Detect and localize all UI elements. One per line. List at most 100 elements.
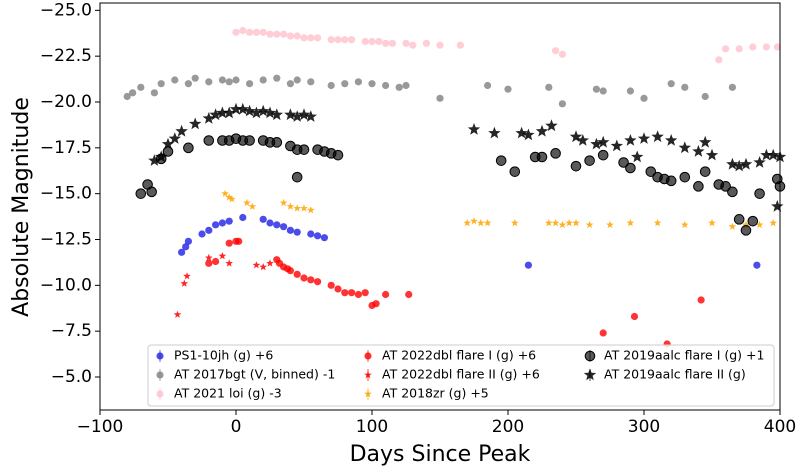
point: [123, 92, 131, 101]
point: [667, 80, 675, 88]
y-tick-label: −12.5: [40, 230, 92, 250]
point: [304, 110, 317, 122]
point: [773, 43, 781, 51]
point: [484, 81, 492, 90]
y-tick-label: −17.5: [40, 138, 92, 158]
point: [239, 213, 247, 222]
point: [599, 329, 607, 337]
point: [535, 124, 549, 137]
point: [545, 119, 558, 132]
point: [171, 76, 179, 84]
point: [228, 195, 236, 203]
point: [550, 148, 561, 159]
y-tick-label: −15.0: [40, 184, 92, 204]
point: [382, 81, 390, 90]
point: [293, 228, 301, 236]
point: [259, 28, 267, 36]
point: [332, 149, 344, 161]
point: [232, 76, 240, 84]
point: [189, 117, 202, 130]
point: [739, 157, 753, 170]
point: [699, 166, 711, 177]
point: [307, 230, 315, 238]
point: [259, 215, 267, 223]
point: [135, 188, 147, 199]
point: [597, 135, 610, 148]
point: [436, 41, 444, 49]
y-tick-label: −20.0: [40, 92, 92, 112]
point: [246, 80, 254, 88]
point: [558, 100, 567, 108]
point: [477, 219, 485, 227]
point: [182, 243, 190, 251]
point: [693, 181, 704, 192]
point: [576, 134, 589, 146]
legend: PS1-10jh (g) +6 AT 2017bgt (V, binned) -1…: [147, 344, 775, 407]
point: [235, 237, 243, 245]
point: [584, 155, 595, 166]
x-tick-label: 300: [628, 417, 660, 437]
point: [726, 157, 739, 170]
point: [266, 259, 274, 267]
point: [223, 106, 236, 119]
point: [402, 81, 410, 90]
point: [266, 30, 274, 38]
point: [157, 80, 165, 88]
point: [382, 290, 390, 299]
point: [300, 34, 308, 42]
point: [348, 289, 356, 297]
point: [246, 28, 254, 36]
plot-area: [123, 26, 787, 348]
point: [180, 279, 189, 287]
point: [327, 281, 335, 289]
point: [129, 89, 137, 97]
point: [286, 80, 294, 88]
point: [467, 123, 481, 135]
point: [504, 85, 512, 93]
point: [769, 219, 777, 227]
point: [728, 83, 737, 91]
point: [161, 137, 175, 150]
point: [298, 144, 310, 155]
point: [558, 220, 567, 229]
point: [212, 221, 220, 229]
point: [273, 30, 281, 38]
legend-label: AT 2022dbl flare II (g) +6: [382, 367, 540, 382]
point: [742, 220, 750, 229]
point: [361, 289, 369, 297]
point: [273, 221, 281, 229]
point: [771, 200, 784, 212]
point: [610, 139, 623, 152]
point: [334, 285, 342, 293]
point: [767, 148, 780, 161]
legend-label: AT 2021 loi (g) -3: [174, 386, 282, 401]
point: [606, 220, 614, 229]
point: [168, 132, 181, 144]
point: [495, 155, 507, 166]
point: [727, 186, 738, 198]
point: [259, 76, 267, 84]
point: [524, 261, 533, 269]
point: [645, 166, 657, 177]
point: [722, 45, 730, 53]
point: [239, 26, 247, 35]
point: [293, 32, 301, 40]
point: [631, 150, 644, 163]
point: [225, 259, 233, 267]
point: [470, 217, 478, 225]
point: [651, 130, 664, 143]
point: [569, 130, 583, 143]
point: [755, 220, 764, 229]
point: [146, 186, 157, 198]
point: [218, 76, 226, 84]
point: [753, 156, 766, 168]
point: [229, 102, 243, 115]
point: [225, 78, 233, 86]
point: [280, 30, 288, 38]
point: [284, 108, 297, 121]
point: [341, 289, 349, 297]
point: [733, 159, 746, 172]
point: [148, 154, 161, 166]
point: [307, 34, 315, 42]
point: [178, 248, 186, 256]
